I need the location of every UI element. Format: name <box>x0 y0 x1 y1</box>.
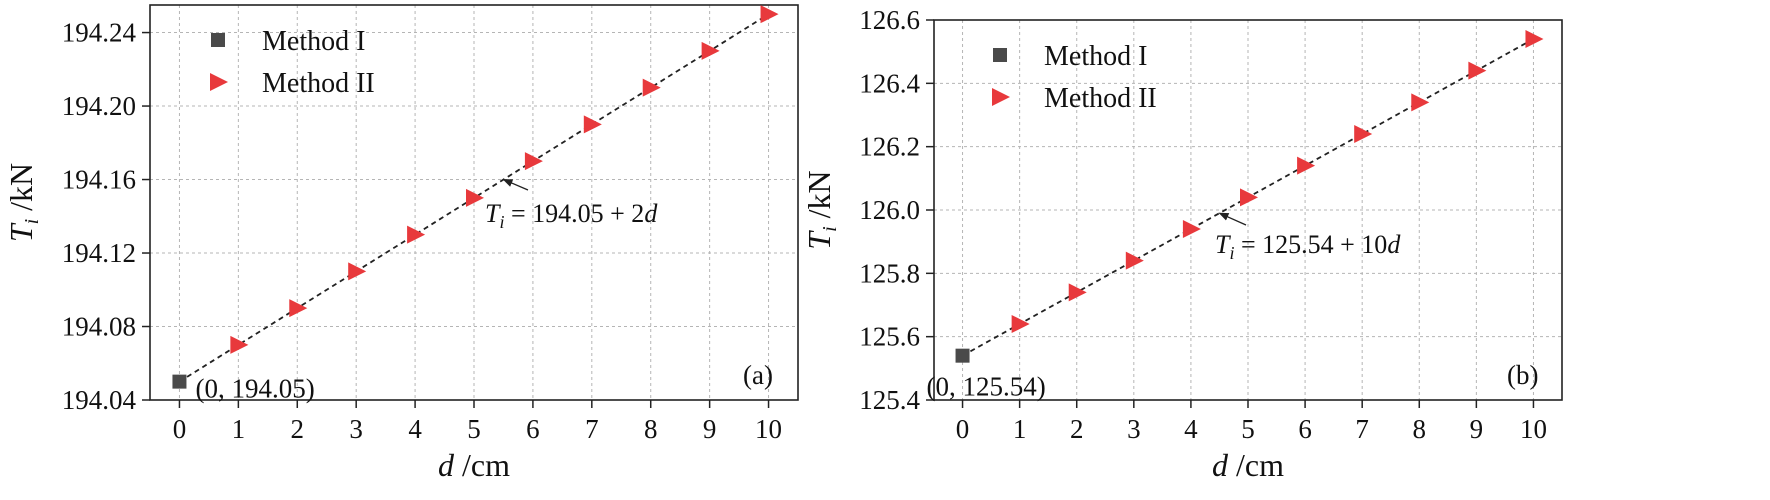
method-ii-point <box>1468 61 1487 80</box>
legend-marker <box>211 33 225 47</box>
method-ii-point <box>1354 125 1373 143</box>
y-tick-label: 126.4 <box>859 68 920 98</box>
x-tick-label: 7 <box>585 414 599 444</box>
x-axis-title: d /cm <box>438 447 510 483</box>
x-tick-label: 5 <box>467 414 481 444</box>
method-ii-point <box>348 262 367 281</box>
x-tick-label: 5 <box>1241 414 1255 444</box>
x-tick-label: 9 <box>703 414 717 444</box>
y-tick-label: 194.12 <box>62 238 136 268</box>
method-ii-point <box>701 41 720 60</box>
x-axis-title: d /cm <box>1212 447 1284 483</box>
panel-b: 0 1 2 3 4 5 6 7 8 9 10 125.4 125.6 125.8 126.0 126.2 126… <box>801 5 1563 483</box>
method-ii-point <box>1240 188 1258 207</box>
method-ii-point <box>524 152 543 171</box>
x-tick-label: 1 <box>232 414 246 444</box>
legend-label: Method I <box>262 26 365 57</box>
x-tick-label: 10 <box>755 414 782 444</box>
method-ii-point <box>1068 283 1087 302</box>
fit-equation: Ti = 125.54 + 10d <box>1215 230 1401 263</box>
x-tick-label: 6 <box>1298 414 1312 444</box>
x-tick-label: 2 <box>1070 414 1084 444</box>
legend-label: Method II <box>262 68 375 99</box>
x-tick-label: 1 <box>1013 414 1027 444</box>
legend-label: Method I <box>1044 41 1147 72</box>
method-ii-point <box>289 299 308 318</box>
method-ii-point <box>466 188 484 207</box>
panel-label: (a) <box>743 360 773 390</box>
y-axis-title: Ti /kN <box>3 163 43 242</box>
x-tick-label: 0 <box>173 414 187 444</box>
method-ii-point <box>1125 251 1144 270</box>
y-tick-label: 194.24 <box>62 18 137 48</box>
y-tick-label: 194.16 <box>62 165 136 195</box>
x-tick-label: 3 <box>1127 414 1141 444</box>
x-tick-label: 8 <box>1413 414 1427 444</box>
method-ii-point <box>642 78 661 97</box>
method-ii-point <box>760 5 779 24</box>
legend-marker <box>210 73 228 91</box>
y-tick-label: 125.4 <box>859 385 920 415</box>
legend-label: Method II <box>1044 83 1157 114</box>
y-axis-title: Ti /kN <box>801 170 841 249</box>
y-tick-label: 125.8 <box>859 258 920 288</box>
y-tick-label: 194.08 <box>62 312 136 342</box>
legend-marker <box>993 48 1007 62</box>
point-annotation: (0, 125.54) <box>927 372 1046 402</box>
y-tick-label: 194.20 <box>62 91 136 121</box>
method-ii-point <box>1182 220 1201 238</box>
method-ii-point <box>230 335 249 354</box>
x-tick-label: 4 <box>408 414 422 444</box>
y-tick-label: 126.6 <box>859 5 920 35</box>
x-tick-label: 10 <box>1520 414 1547 444</box>
method-ii-point <box>1411 93 1430 112</box>
y-tick-label: 126.2 <box>859 132 920 162</box>
fit-line <box>178 13 770 383</box>
method-i-point <box>172 374 187 389</box>
point-annotation: (0, 194.05) <box>195 374 314 404</box>
y-tick-label: 194.04 <box>62 385 137 415</box>
method-ii-point <box>1297 156 1316 175</box>
x-tick-label: 6 <box>526 414 540 444</box>
method-ii-point <box>1011 315 1030 333</box>
x-tick-label: 7 <box>1355 414 1369 444</box>
method-ii-point <box>1525 30 1544 48</box>
y-tick-label: 126.0 <box>859 195 920 225</box>
y-tick-label: 125.6 <box>859 322 920 352</box>
x-tick-label: 0 <box>956 414 970 444</box>
x-tick-label: 3 <box>349 414 363 444</box>
x-tick-label: 4 <box>1184 414 1198 444</box>
method-i-point <box>955 348 970 363</box>
x-tick-label: 2 <box>291 414 305 444</box>
method-ii-point <box>407 225 426 244</box>
fit-equation: Ti = 194.05 + 2d <box>485 199 658 232</box>
method-ii-point <box>583 115 602 134</box>
x-tick-label: 9 <box>1470 414 1484 444</box>
panel-label: (b) <box>1507 360 1538 390</box>
panel-a: 0 1 2 3 4 5 6 7 8 9 10 194.04 194.08 194.12 194.16 194.… <box>3 4 799 483</box>
equation-arrow <box>502 178 529 191</box>
x-tick-label: 8 <box>644 414 658 444</box>
equation-arrow <box>1218 212 1247 226</box>
legend-marker <box>992 88 1010 106</box>
